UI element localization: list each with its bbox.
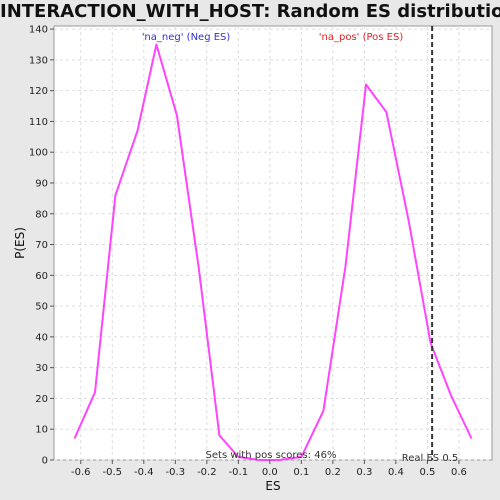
grid-layer xyxy=(54,26,492,461)
pos-scores-label: Sets with pos scores: 46% xyxy=(206,450,337,461)
x-tick-label: -0.6 xyxy=(71,467,91,478)
y-tick-label: 70 xyxy=(35,240,48,251)
x-axis-title: ES xyxy=(265,479,280,493)
y-tick-label: 0 xyxy=(42,456,48,467)
x-tick-label: 0.3 xyxy=(356,467,372,478)
y-tick-label: 20 xyxy=(35,394,48,405)
y-tick-label: 30 xyxy=(35,363,48,374)
es-distribution-line xyxy=(73,43,473,461)
x-tick-label: -0.2 xyxy=(197,467,217,478)
x-tick-label: 0.2 xyxy=(325,467,341,478)
x-tick-label: -0.4 xyxy=(134,467,154,478)
axes-layer: 0 10 20 30 40 50 60 70 80 90 100 110 120 130 140 -0.6 -0… xyxy=(29,25,467,478)
y-tick-label: 50 xyxy=(35,302,48,313)
y-tick-label: 60 xyxy=(35,271,48,282)
neg-es-label: 'na_neg' (Neg ES) xyxy=(142,32,231,43)
chart-title: INTERACTION_WITH_HOST: Random ES distrib… xyxy=(0,1,500,22)
annotation-layer: 'na_neg' (Neg ES) 'na_pos' (Pos ES) Sets… xyxy=(142,32,459,464)
x-tick-label: -0.3 xyxy=(166,467,186,478)
x-tick-label: 0.4 xyxy=(388,467,404,478)
x-tick-label: 0.6 xyxy=(451,467,467,478)
y-tick-label: 80 xyxy=(35,209,48,220)
real-es-label: Real ES 0.5 xyxy=(402,453,458,464)
y-tick-label: 140 xyxy=(29,25,48,36)
x-tick-label: 0.1 xyxy=(293,467,309,478)
y-tick-label: 110 xyxy=(29,117,48,128)
y-axis-title: P(ES) xyxy=(13,227,27,259)
y-tick-label: 90 xyxy=(35,178,48,189)
x-tick-label: 0.5 xyxy=(419,467,435,478)
y-tick-label: 130 xyxy=(29,55,48,66)
y-tick-label: 40 xyxy=(35,332,48,343)
y-tick-label: 10 xyxy=(35,425,48,436)
y-tick-label: 120 xyxy=(29,86,48,97)
x-tick-label: -0.1 xyxy=(229,467,249,478)
x-tick-label: -0.5 xyxy=(103,467,123,478)
plot-area xyxy=(53,25,493,461)
x-tick-label: 0.0 xyxy=(262,467,278,478)
series-layer xyxy=(73,26,473,461)
y-tick-label: 100 xyxy=(29,148,48,159)
pos-es-label: 'na_pos' (Pos ES) xyxy=(319,32,404,43)
